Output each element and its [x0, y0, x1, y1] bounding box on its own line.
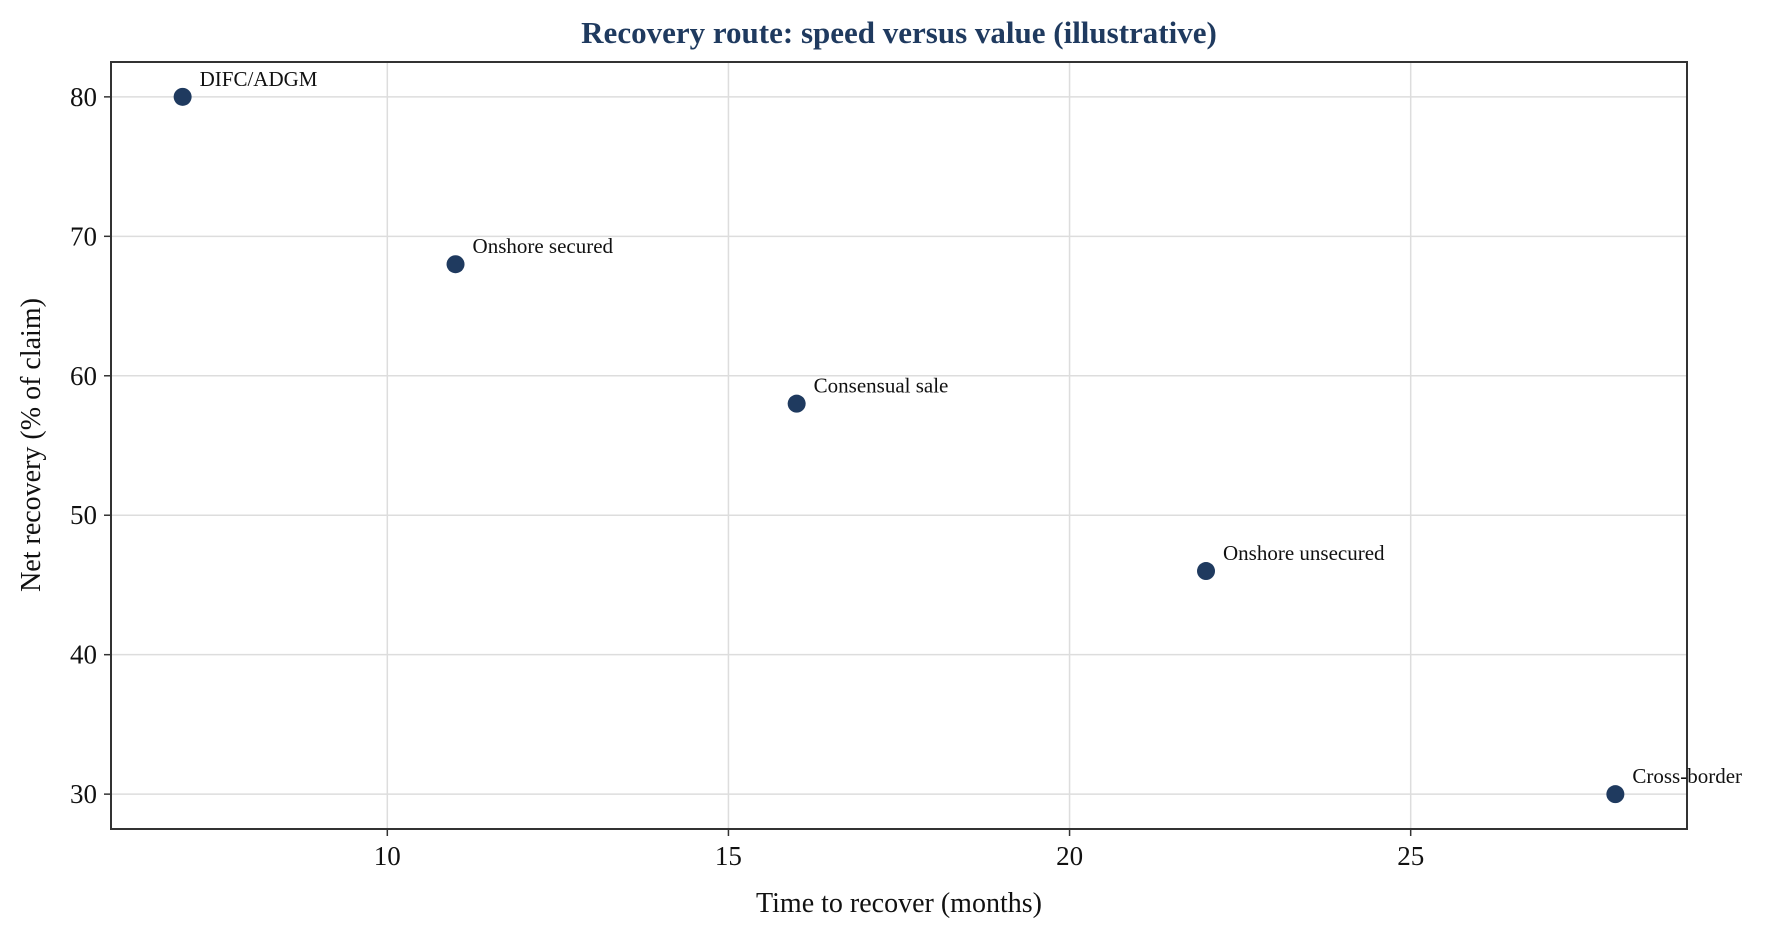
x-tick-label: 15	[715, 841, 742, 871]
data-point-label: Consensual sale	[814, 374, 949, 398]
data-point	[173, 87, 192, 106]
grid	[111, 62, 1687, 829]
x-tick-label: 10	[374, 841, 401, 871]
y-tick-label: 50	[70, 500, 97, 530]
data-point-label: Onshore unsecured	[1223, 541, 1385, 565]
data-point	[1606, 785, 1625, 804]
y-tick-label: 60	[70, 361, 97, 391]
data-points: DIFC/ADGM Onshore secured Consensual sale O…	[173, 67, 1742, 804]
y-tick-label: 30	[70, 779, 97, 809]
y-tick-label: 70	[70, 221, 97, 251]
data-point	[446, 255, 465, 274]
y-tick-label: 80	[70, 82, 97, 112]
x-axis-label: Time to recover (months)	[756, 888, 1042, 919]
data-point-label: Cross-border	[1632, 764, 1742, 788]
y-axis-label: Net recovery (% of claim)	[16, 298, 47, 592]
chart-title: Recovery route: speed versus value (illu…	[581, 15, 1217, 50]
x-tick-label: 25	[1397, 841, 1424, 871]
y-tick-label: 40	[70, 640, 97, 670]
data-point	[1197, 562, 1216, 581]
data-point-label: DIFC/ADGM	[200, 67, 318, 91]
x-tick-label: 20	[1056, 841, 1083, 871]
data-point	[787, 394, 806, 413]
data-point-label: Onshore secured	[473, 234, 614, 258]
plot-frame	[110, 61, 1688, 830]
axis-ticks: 10 15 20 25 30 40 50 60 70 80	[70, 82, 1424, 871]
